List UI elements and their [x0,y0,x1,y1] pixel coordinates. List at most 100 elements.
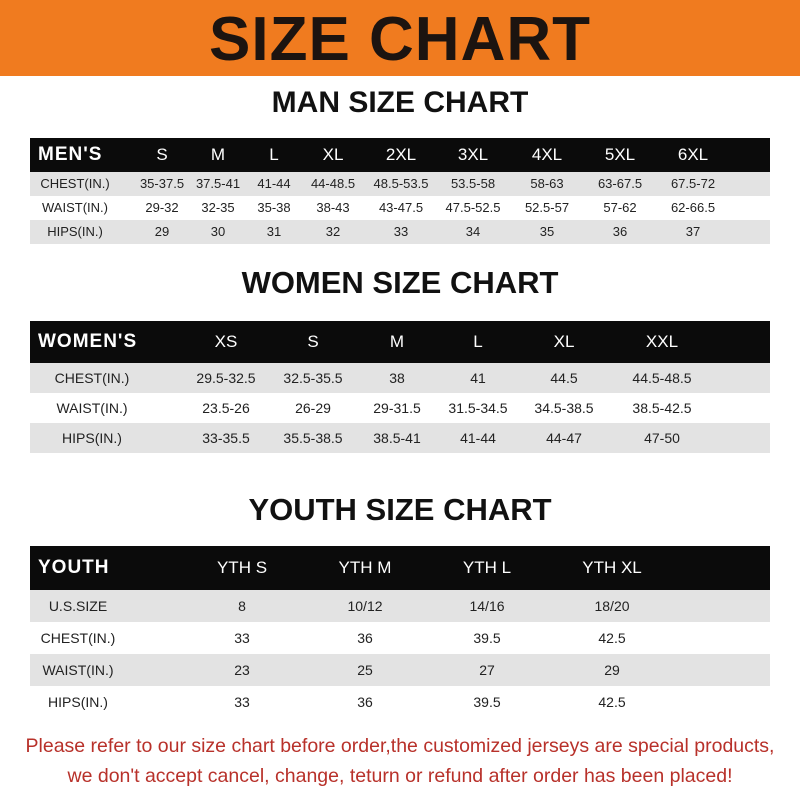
table-cell: 39.5 [473,630,501,646]
table-row: HIPS(IN.) 33-35.5 35.5-38.5 38.5-41 41-44 44-… [30,423,770,453]
size-column-header: S [307,332,319,351]
women-header-label: WOMEN'S [38,331,138,352]
table-cell: 30 [210,224,226,239]
table-cell: 35.5-38.5 [283,430,343,446]
table-cell: 23.5-26 [202,400,250,416]
table-cell: 53.5-58 [450,176,496,191]
table-cell: 25 [357,662,373,678]
size-column-header: XS [214,332,238,351]
table-cell: 57-62 [603,200,637,215]
size-column-header: M [210,145,226,164]
table-cell: 35-37.5 [139,176,185,191]
table-cell: 37.5-41 [195,176,241,191]
table-cell: 41-44 [257,176,291,191]
women-section-title: WOMEN SIZE CHART [241,265,559,300]
youth-header-row: YOUTH YTH S YTH M YTH L YTH XL [30,546,770,590]
size-column-header: L [269,145,279,164]
size-column-header: 5XL [604,145,636,164]
table-cell: 23 [234,662,250,678]
size-column-header: S [156,145,168,164]
row-label: HIPS(IN.) [47,224,103,239]
table-cell: 38.5-41 [373,430,421,446]
table-cell: 29 [154,224,170,239]
footer-notice-line-2: we don't accept cancel, change, teturn o… [67,765,733,787]
size-column-header: 3XL [457,145,489,164]
table-cell: 36 [357,630,373,646]
row-label: CHEST(IN.) [40,630,116,646]
size-column-header: 4XL [531,145,563,164]
row-label: HIPS(IN.) [62,430,122,446]
size-column-header: YTH XL [582,558,642,577]
table-cell: 38.5-42.5 [632,400,692,416]
table-row: WAIST(IN.) 29-32 32-35 35-38 38-43 43-47.5 47.… [30,196,770,220]
row-label: CHEST(IN.) [40,176,110,191]
table-cell: 29-31.5 [373,400,421,416]
table-cell: 42.5 [598,694,626,710]
women-size-table: WOMEN'S XS S M L XL XXL CHEST(IN.) 29.5-32.5 32.5… [30,321,770,453]
table-cell: 32 [325,224,341,239]
table-cell: 31.5-34.5 [448,400,508,416]
row-label: HIPS(IN.) [48,694,108,710]
table-cell: 29 [604,662,620,678]
table-cell: 43-47.5 [378,200,424,215]
row-label: CHEST(IN.) [54,370,130,386]
table-cell: 29-32 [145,200,179,215]
table-cell: 41-44 [460,430,496,446]
row-label: WAIST(IN.) [42,200,108,215]
men-size-table: MEN'S S M L XL 2XL 3XL 4XL 5XL 6XL CHEST(IN.) 35-37… [30,138,770,244]
row-label: WAIST(IN.) [42,662,114,678]
size-column-header: XL [322,145,344,164]
size-column-header: XL [553,332,575,351]
size-column-header: M [389,332,405,351]
table-cell: 27 [479,662,495,678]
table-cell: 63-67.5 [597,176,643,191]
banner: SIZE CHART [0,0,800,76]
table-cell: 44-47 [546,430,582,446]
table-cell: 32-35 [201,200,235,215]
table-cell: 34 [465,224,481,239]
table-row: CHEST(IN.) 35-37.5 37.5-41 41-44 44-48.5 48.5… [30,172,770,196]
table-cell: 10/12 [347,598,383,614]
table-cell: 26-29 [295,400,331,416]
size-column-header: YTH M [338,558,392,577]
table-cell: 18/20 [594,598,630,614]
table-cell: 67.5-72 [670,176,716,191]
table-cell: 32.5-35.5 [283,370,343,386]
table-cell: 48.5-53.5 [373,176,429,191]
table-cell: 34.5-38.5 [534,400,594,416]
table-cell: 38-43 [316,200,350,215]
size-column-header: 2XL [385,145,417,164]
men-header-row: MEN'S S M L XL 2XL 3XL 4XL 5XL 6XL [30,138,770,172]
table-cell: 44.5-48.5 [632,370,692,386]
size-column-header: XXL [645,332,679,351]
women-header-row: WOMEN'S XS S M L XL XXL [30,321,770,363]
youth-section-title: YOUTH SIZE CHART [248,492,552,527]
row-label: U.S.SIZE [48,598,108,614]
table-cell: 29.5-32.5 [196,370,256,386]
table-cell: 62-66.5 [670,200,716,215]
table-cell: 47.5-52.5 [445,200,501,215]
table-row: HIPS(IN.) 29 30 31 32 33 34 35 36 37 [30,220,770,244]
table-cell: 36 [612,224,628,239]
table-cell: 37 [685,224,701,239]
table-cell: 33-35.5 [202,430,250,446]
table-cell: 8 [238,598,246,614]
size-column-header: L [473,332,483,351]
table-cell: 58-63 [530,176,564,191]
table-row: CHEST(IN.) 33 36 39.5 42.5 [30,622,770,654]
table-cell: 33 [234,630,250,646]
footer-notice-line-1: Please refer to our size chart before or… [25,735,775,757]
youth-size-table: YOUTH YTH S YTH M YTH L YTH XL U.S.SIZE 8 10/12… [30,546,770,718]
table-cell: 52.5-57 [524,200,570,215]
table-cell: 44-48.5 [310,176,356,191]
table-cell: 31 [266,224,282,239]
table-cell: 36 [357,694,373,710]
table-cell: 35 [539,224,555,239]
table-cell: 41 [470,370,486,386]
banner-title: SIZE CHART [209,5,591,74]
table-row: WAIST(IN.) 23 25 27 29 [30,654,770,686]
table-row: HIPS(IN.) 33 36 39.5 42.5 [30,686,770,718]
table-cell: 42.5 [598,630,626,646]
table-row: CHEST(IN.) 29.5-32.5 32.5-35.5 38 41 44.5 44.5… [30,363,770,393]
table-cell: 38 [389,370,405,386]
